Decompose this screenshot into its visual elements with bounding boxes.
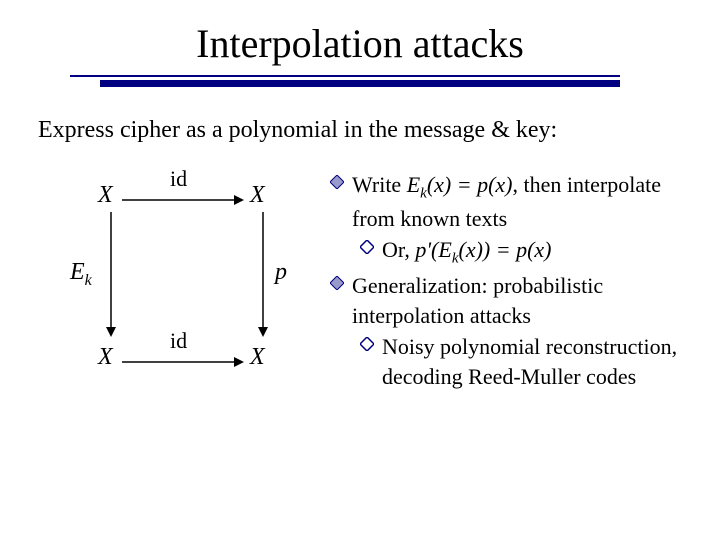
diamond-outline-icon xyxy=(360,337,374,351)
node-X-top-left: X xyxy=(98,182,113,209)
diamond-filled-icon xyxy=(330,175,344,189)
diamond-outline-icon xyxy=(360,240,374,254)
node-X-bottom-right: X xyxy=(250,344,265,371)
arrow-right xyxy=(257,212,269,337)
node-X-bottom-left: X xyxy=(98,344,113,371)
content-area: X X id Ek p X X id W xyxy=(0,144,720,444)
diamond-filled-icon xyxy=(330,276,344,290)
bullet-level-1: Generalization: probabilistic interpolat… xyxy=(330,271,700,330)
title-underline xyxy=(70,75,620,89)
node-Ek: Ek xyxy=(70,259,92,290)
arrow-bottom xyxy=(122,356,244,368)
bullet-level-2: Or, p'(Ek(x)) = p(x) xyxy=(360,235,700,269)
bullet-text: Noisy polynomial reconstruction, decodin… xyxy=(382,332,700,391)
title-area: Interpolation attacks xyxy=(0,0,720,89)
label-id-top: id xyxy=(170,166,187,192)
arrow-left xyxy=(105,212,117,337)
node-p: p xyxy=(275,259,287,286)
arrow-top xyxy=(122,194,244,206)
bullet-level-2: Noisy polynomial reconstruction, decodin… xyxy=(360,332,700,391)
bullet-text: Write Ek(x) = p(x), then interpolate fro… xyxy=(352,170,700,233)
node-X-top-right: X xyxy=(250,182,265,209)
commutative-diagram: X X id Ek p X X id xyxy=(40,164,320,444)
bullet-text: Or, p'(Ek(x)) = p(x) xyxy=(382,235,552,269)
slide-subtitle: Express cipher as a polynomial in the me… xyxy=(0,89,720,144)
bullet-level-1: Write Ek(x) = p(x), then interpolate fro… xyxy=(330,170,700,233)
bullet-text: Generalization: probabilistic interpolat… xyxy=(352,271,700,330)
label-id-bottom: id xyxy=(170,328,187,354)
slide-title: Interpolation attacks xyxy=(40,20,680,67)
bullet-list: Write Ek(x) = p(x), then interpolate fro… xyxy=(320,164,700,444)
